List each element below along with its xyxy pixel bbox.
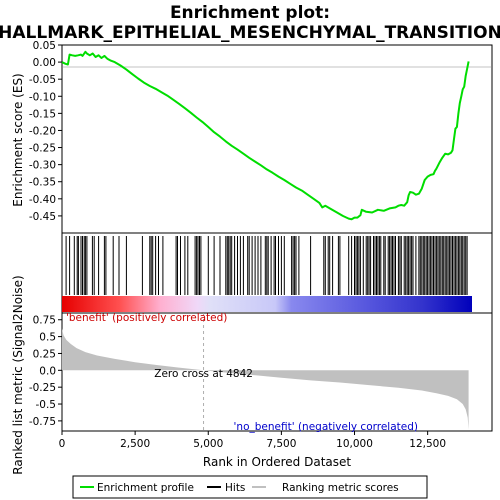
metric-ytick-label: 0.5 (39, 332, 56, 344)
es-ytick-label: 0.05 (33, 40, 56, 52)
es-panel-frame (61, 44, 493, 234)
es-panel: 0.05 0.00 -0.05 -0.10 -0.15 -0.20 -0.25 -0.30 -0… (11, 40, 493, 234)
metric-ytick-label: -0.75 (29, 416, 56, 428)
es-ytick-label: -0.15 (29, 108, 56, 120)
xtick-label: 5,000 (193, 438, 223, 450)
metric-ytick-label: -0.25 (29, 382, 56, 394)
es-y-axis-label: Enrichment score (ES) (11, 73, 25, 206)
hits-panel (61, 232, 493, 314)
metric-y-axis-label: Ranked list metric (Signal2Noise) (11, 275, 25, 474)
legend-label-enrichment-profile: Enrichment profile (97, 482, 194, 494)
x-axis-label: Rank in Ordered Dataset (203, 455, 351, 469)
es-ytick-label: -0.45 (29, 211, 56, 223)
xtick-label: 10,000 (336, 438, 373, 450)
legend-label-hits: Hits (225, 482, 245, 494)
es-ytick-label: -0.40 (29, 194, 56, 206)
legend: Enrichment profile Hits Ranking metric s… (72, 475, 428, 499)
metric-ytick-label: 0.25 (33, 348, 56, 360)
negative-correlation-label: 'no_benefit' (negatively correlated) (234, 421, 418, 433)
metric-ytick-label: 0.0 (39, 365, 56, 377)
es-ytick-label: -0.25 (29, 143, 56, 155)
metric-ytick-label: 0.75 (33, 315, 56, 327)
es-curve (61, 50, 470, 221)
metric-area (62, 328, 469, 430)
xtick-label: 7,500 (266, 438, 296, 450)
xtick-label: 2,500 (120, 438, 150, 450)
chart-title-line-1: Enrichment plot: (170, 3, 330, 23)
legend-frame (72, 475, 428, 499)
metric-ytick-label: -0.5 (36, 399, 57, 411)
es-ytick-label: -0.20 (29, 125, 56, 137)
es-ytick-label: -0.05 (29, 74, 56, 86)
positive-correlation-label: 'benefit' (positively correlated) (66, 312, 227, 324)
xtick-label: 0 (59, 438, 66, 450)
es-ytick-label: -0.35 (29, 177, 56, 189)
zero-cross-label: Zero cross at 4842 (154, 368, 253, 380)
es-ytick-label: -0.30 (29, 160, 56, 172)
es-ytick-label: -0.10 (29, 91, 56, 103)
metric-panel: Zero cross at 4842 'benefit' (positively… (11, 275, 493, 475)
es-ytick-label: 0.00 (33, 57, 56, 69)
legend-label-ranking-metric: Ranking metric scores (282, 482, 399, 494)
rank-color-bar (62, 296, 472, 312)
chart-title-line-2: HALLMARK_EPITHELIAL_MESENCHYMAL_TRANSITI… (0, 23, 500, 43)
xtick-label: 12,500 (409, 438, 446, 450)
